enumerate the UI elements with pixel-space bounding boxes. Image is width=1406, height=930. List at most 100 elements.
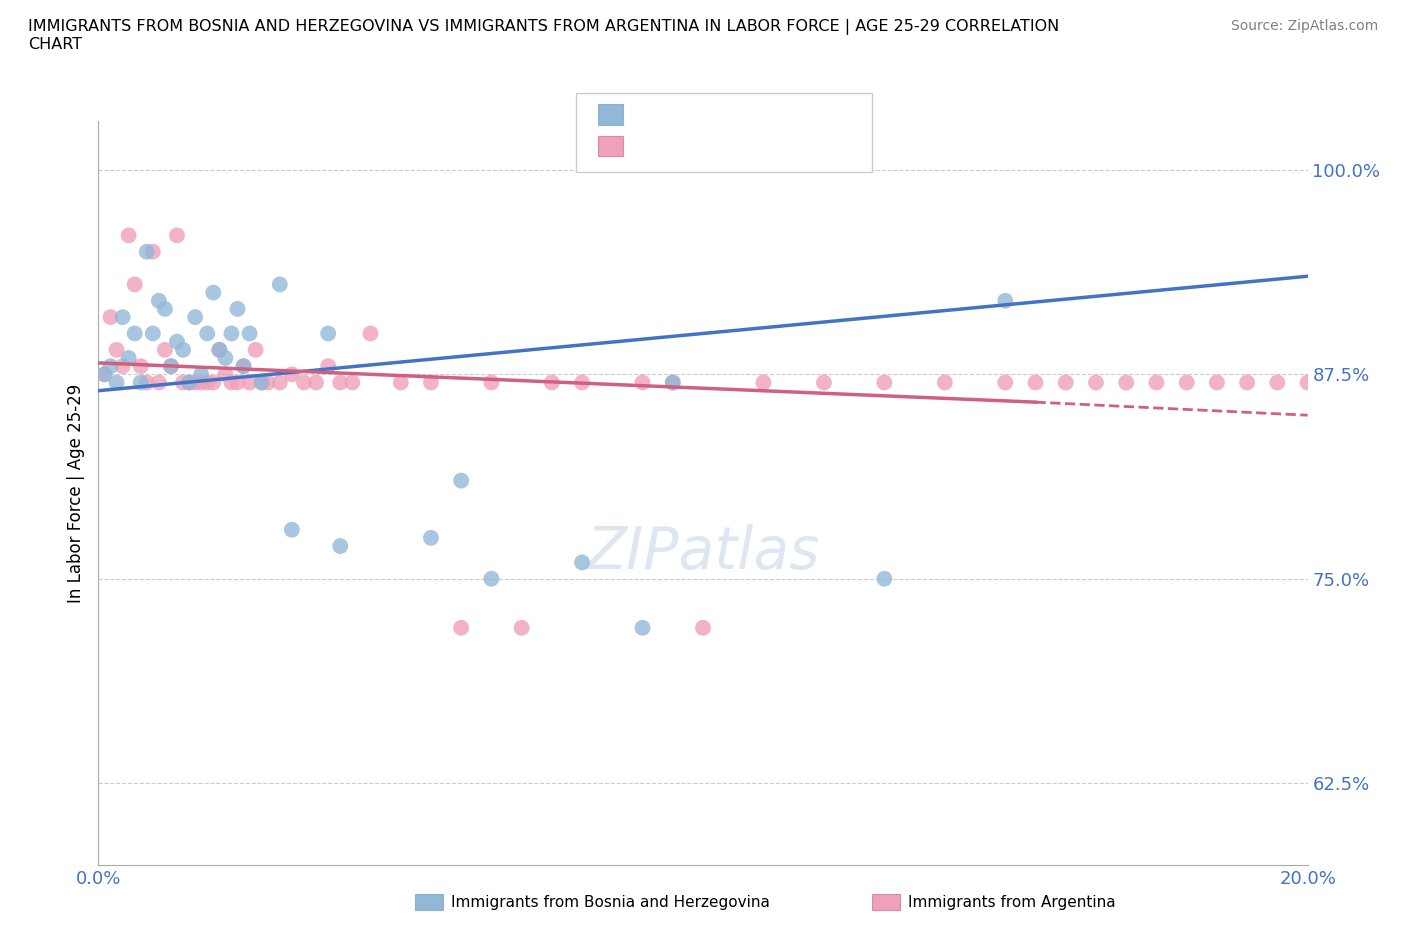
Point	[184, 310, 207, 325]
Point	[111, 359, 134, 374]
Point	[214, 351, 236, 365]
Point	[208, 342, 231, 357]
Point	[269, 375, 291, 390]
Point	[214, 367, 236, 382]
Point	[195, 375, 218, 390]
Point	[269, 277, 291, 292]
Point	[153, 301, 176, 316]
Point	[481, 571, 503, 586]
Point	[420, 530, 443, 545]
Point	[1054, 375, 1077, 390]
Point	[239, 375, 262, 390]
Point	[129, 375, 152, 390]
Text: Source: ZipAtlas.com: Source: ZipAtlas.com	[1230, 19, 1378, 33]
Point	[105, 342, 128, 357]
Point	[256, 375, 278, 390]
Point	[250, 375, 273, 390]
Point	[160, 359, 183, 374]
Point	[661, 375, 683, 390]
Point	[160, 359, 183, 374]
Point	[571, 375, 593, 390]
Point	[752, 375, 775, 390]
Point	[1175, 375, 1198, 390]
Point	[208, 342, 231, 357]
Point	[1144, 375, 1167, 390]
Point	[202, 286, 225, 300]
Point	[450, 620, 472, 635]
Point	[195, 326, 218, 341]
Point	[172, 375, 194, 390]
Text: -0.031: -0.031	[668, 137, 725, 155]
Point	[190, 375, 212, 390]
Point	[281, 523, 304, 538]
Point	[226, 301, 249, 316]
Point	[305, 375, 328, 390]
Point	[1296, 375, 1319, 390]
Point	[232, 359, 254, 374]
Text: R =: R =	[631, 105, 671, 124]
Point	[148, 375, 170, 390]
Point	[172, 342, 194, 357]
Point	[100, 310, 122, 325]
Point	[994, 293, 1017, 308]
Point	[481, 375, 503, 390]
Point	[1085, 375, 1108, 390]
Point	[124, 277, 146, 292]
Point	[329, 538, 352, 553]
Point	[232, 359, 254, 374]
Point	[934, 375, 956, 390]
Point	[1206, 375, 1229, 390]
Text: 61: 61	[772, 137, 794, 155]
Point	[100, 359, 122, 374]
Point	[153, 342, 176, 357]
Text: Immigrants from Bosnia and Herzegovina: Immigrants from Bosnia and Herzegovina	[451, 895, 770, 910]
Text: 38: 38	[772, 105, 794, 124]
Y-axis label: In Labor Force | Age 25-29: In Labor Force | Age 25-29	[66, 383, 84, 603]
Point	[316, 326, 339, 341]
Point	[124, 326, 146, 341]
Point	[994, 375, 1017, 390]
Point	[179, 375, 201, 390]
Point	[360, 326, 382, 341]
Point	[166, 228, 188, 243]
Point	[1024, 375, 1046, 390]
Point	[135, 245, 157, 259]
Point	[1267, 375, 1289, 390]
Point	[329, 375, 352, 390]
Point	[221, 326, 243, 341]
Point	[692, 620, 714, 635]
Point	[148, 293, 170, 308]
Point	[540, 375, 562, 390]
Point	[1236, 375, 1258, 390]
Point	[105, 375, 128, 390]
Point	[571, 555, 593, 570]
Point	[245, 342, 267, 357]
Point	[873, 571, 896, 586]
Point	[179, 375, 201, 390]
Point	[202, 375, 225, 390]
Point	[292, 375, 315, 390]
Point	[142, 326, 165, 341]
Point	[239, 326, 262, 341]
Point	[118, 351, 141, 365]
Point	[250, 375, 273, 390]
Point	[389, 375, 412, 390]
Point	[135, 375, 157, 390]
Point	[420, 375, 443, 390]
Text: ZIPatlas: ZIPatlas	[586, 524, 820, 581]
Point	[631, 375, 654, 390]
Text: Immigrants from Argentina: Immigrants from Argentina	[908, 895, 1116, 910]
Point	[142, 245, 165, 259]
Point	[93, 367, 115, 382]
Point	[221, 375, 243, 390]
Point	[190, 367, 212, 382]
Point	[631, 620, 654, 635]
Point	[93, 367, 115, 382]
Point	[873, 375, 896, 390]
Text: R =: R =	[631, 137, 671, 155]
Point	[316, 359, 339, 374]
Point	[226, 375, 249, 390]
Point	[111, 310, 134, 325]
Point	[510, 620, 533, 635]
Point	[342, 375, 364, 390]
